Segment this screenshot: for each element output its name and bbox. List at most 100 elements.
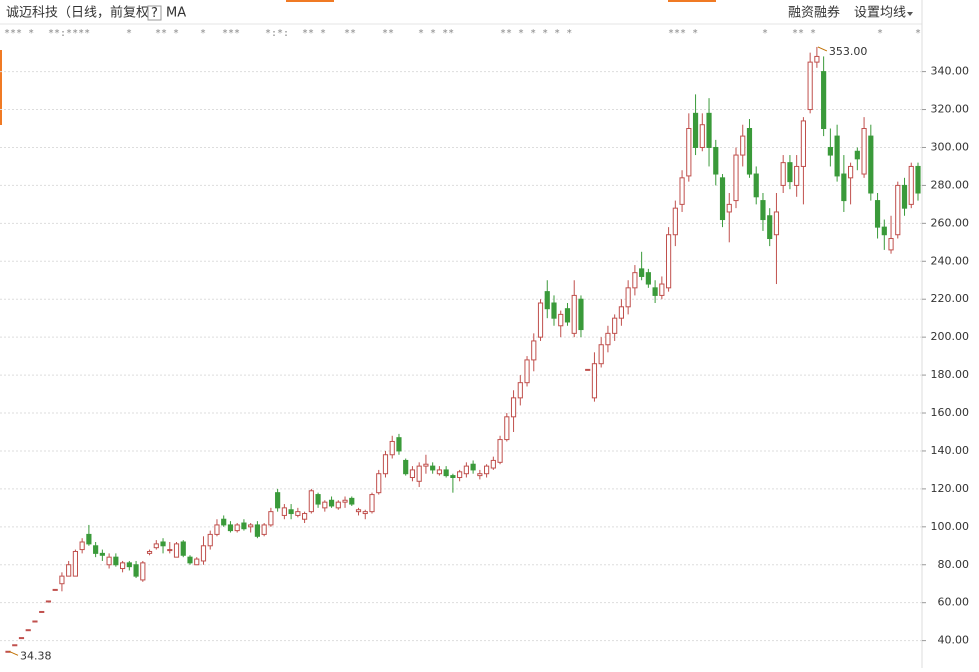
candle-body (733, 154, 739, 202)
candle-body (241, 522, 247, 530)
candle-body (200, 545, 207, 562)
mode: （日线，前复权） (58, 5, 162, 21)
candle-body (659, 283, 665, 296)
candle-body (335, 501, 341, 509)
candle-body (72, 550, 78, 577)
marker: * * ** (418, 28, 454, 39)
candle-body (295, 511, 301, 516)
y-tick-label: 300.00 (931, 140, 970, 153)
candle-body (281, 507, 287, 516)
marker: *** * (4, 28, 34, 39)
candle-body (686, 128, 692, 177)
candle-body (477, 473, 483, 477)
candle-body (767, 215, 773, 240)
candle-body (160, 541, 166, 547)
candle-body (706, 112, 712, 148)
candle-body (672, 207, 678, 236)
settings-link[interactable]: 设置均线 (854, 6, 906, 21)
marker: ** * (792, 28, 816, 39)
marker: ** * (302, 28, 326, 39)
candle-body (268, 511, 274, 526)
candle-body (713, 146, 719, 175)
annotation-label: 353.00 (829, 45, 868, 58)
candle-body (355, 509, 362, 513)
candle-body (639, 268, 645, 277)
candle-body (207, 533, 213, 547)
stock-name: 诚迈科技 (6, 6, 58, 21)
tab-indicator (668, 0, 716, 2)
candle-body (194, 558, 200, 566)
candle-body (746, 128, 753, 175)
candle-body (800, 120, 806, 167)
y-tick-label: 120.00 (931, 482, 970, 495)
y-tick-label: 180.00 (931, 368, 970, 381)
y-tick-label: 60.00 (938, 596, 970, 609)
candle-body (362, 511, 368, 515)
candle-body (719, 177, 726, 221)
candle-body (524, 359, 530, 384)
annotation-label: 34.38 (20, 649, 52, 662)
candle-body (261, 524, 267, 535)
candle-body (113, 556, 119, 566)
y-tick-label: 200.00 (931, 330, 970, 343)
candle-body (18, 637, 25, 640)
indicator[interactable]: MA (166, 6, 186, 21)
candle-body (382, 454, 389, 475)
candle-body (753, 173, 759, 198)
candle-body (645, 272, 651, 285)
candle-body (504, 416, 510, 441)
candle-body (79, 541, 85, 551)
candle-body (484, 465, 490, 475)
marker: ** (382, 28, 394, 39)
candle-body (443, 469, 449, 477)
candle-body (571, 294, 577, 334)
candle-body (416, 465, 422, 482)
candle-body (180, 541, 186, 556)
candle-body (12, 644, 18, 647)
candle-body (248, 524, 254, 528)
marker: * (126, 28, 132, 39)
help[interactable]: ? (151, 6, 158, 21)
candle-body (39, 610, 45, 613)
candle-body (760, 200, 766, 221)
marker: * (877, 28, 883, 39)
candle-body (349, 497, 355, 505)
y-tick-label: 260.00 (931, 216, 970, 229)
y-tick-label: 100.00 (931, 520, 970, 533)
marker: * (915, 28, 921, 39)
candle-body (915, 165, 921, 194)
candle-body (490, 459, 496, 469)
candle-body (531, 340, 537, 361)
candle-body (120, 562, 126, 570)
dropdown-arrow[interactable] (907, 12, 913, 16)
candle-body (551, 302, 557, 319)
y-tick-label: 140.00 (931, 444, 970, 457)
candle-body (814, 55, 820, 63)
candle-body (288, 509, 294, 515)
candle-body (93, 545, 99, 554)
candle-body (214, 524, 220, 535)
marker: *** (222, 28, 240, 39)
margin-link[interactable]: 融资融券 (788, 5, 840, 21)
help-box[interactable] (147, 5, 162, 21)
candle-body (254, 524, 260, 537)
candle-body (167, 549, 173, 552)
candle-body (881, 226, 887, 236)
candle-body (322, 501, 328, 509)
candle-body (780, 162, 786, 186)
y-tick-label: 40.00 (938, 634, 970, 647)
marker: *** * (668, 28, 698, 39)
candle-body (605, 332, 611, 346)
candle-body (140, 562, 146, 581)
candle-body (585, 368, 591, 371)
candle-body (558, 313, 564, 327)
candle-body (25, 629, 31, 632)
candle-body (652, 287, 658, 296)
candle-body (59, 575, 65, 585)
candle-body (544, 291, 550, 310)
candle-body (692, 112, 699, 148)
side-indicator (0, 50, 2, 125)
candle-body (773, 211, 780, 236)
